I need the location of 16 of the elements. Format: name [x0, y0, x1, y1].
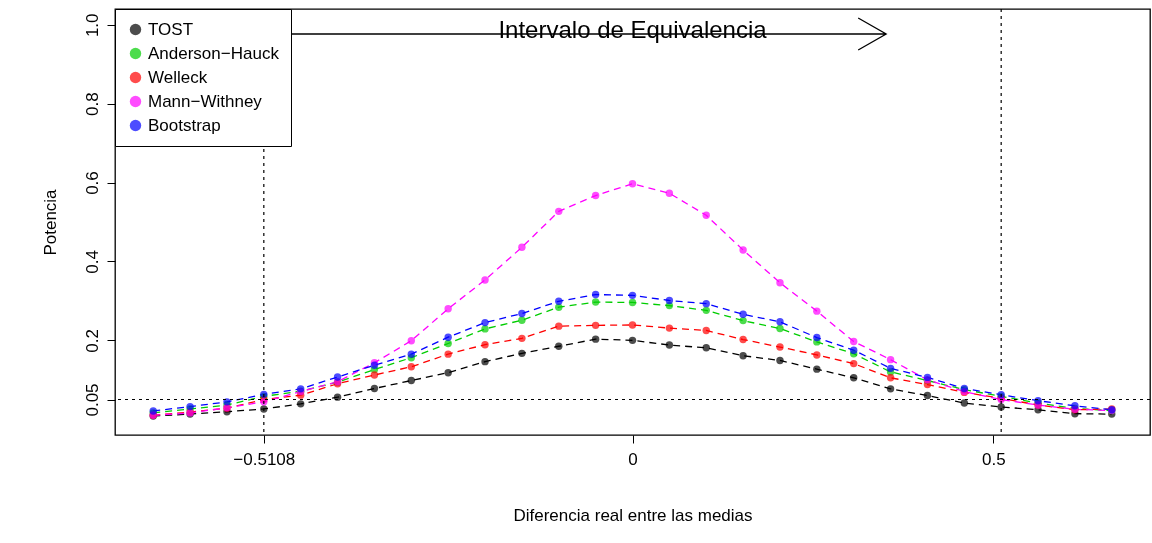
- legend-label: Mann−Withney: [148, 91, 263, 111]
- x-axis-title: Diferencia real entre las medias: [513, 505, 753, 525]
- y-tick-label: 0.8: [82, 92, 102, 116]
- legend-label: Anderson−Hauck: [148, 43, 280, 63]
- legend-label: Bootstrap: [148, 115, 221, 135]
- x-tick-label: −0.5108: [233, 449, 296, 469]
- y-tick-label: 0.05: [82, 383, 102, 417]
- y-tick-label: 1.0: [82, 13, 102, 38]
- legend-label: Welleck: [148, 67, 208, 87]
- y-tick-label: 0.4: [82, 250, 102, 274]
- x-tick-label: 0.5: [982, 449, 1006, 469]
- legend-label: TOST: [148, 19, 194, 39]
- y-axis-title: Potencia: [40, 188, 60, 256]
- x-tick-label: 0: [628, 449, 638, 469]
- y-tick-label: 0.2: [82, 329, 102, 353]
- y-tick-label: 0.6: [82, 171, 102, 195]
